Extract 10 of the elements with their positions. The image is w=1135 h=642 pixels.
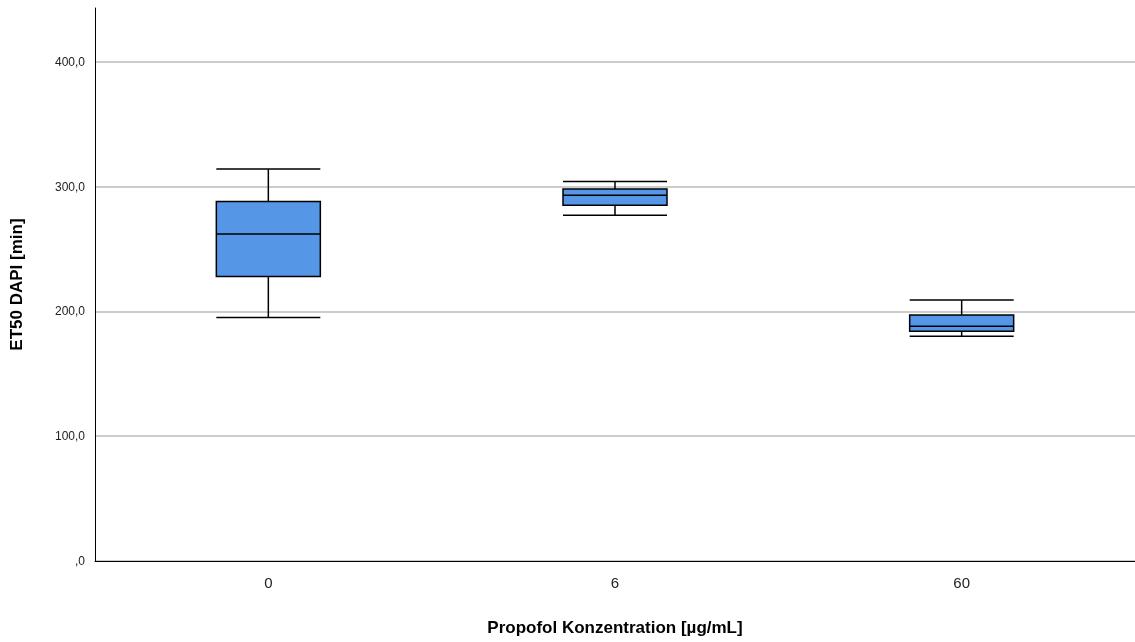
x-axis-title: Propofol Konzentration [µg/mL] [487, 618, 743, 637]
y-tick-label: ,0 [74, 554, 86, 568]
x-tick-label: 60 [953, 574, 971, 591]
x-tick-label: 0 [264, 574, 273, 591]
x-tick-label: 6 [610, 574, 620, 591]
y-tick-label: 400,0 [54, 54, 86, 69]
y-axis-title: ET50 DAPI [min] [7, 218, 26, 351]
y-tick-label: 300,0 [54, 179, 86, 194]
y-tick-label: 200,0 [54, 304, 86, 319]
y-tick-label: 100,0 [54, 429, 86, 444]
